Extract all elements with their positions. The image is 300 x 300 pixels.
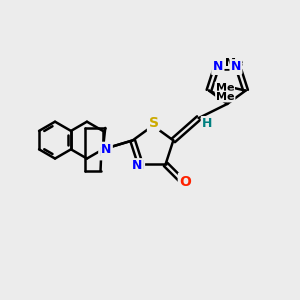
- Text: N: N: [132, 159, 142, 172]
- Text: N: N: [134, 159, 144, 172]
- Text: S: S: [149, 116, 160, 130]
- Text: S: S: [148, 117, 158, 131]
- Text: N: N: [230, 61, 241, 74]
- Text: N: N: [231, 60, 242, 73]
- Text: N: N: [101, 143, 112, 156]
- Text: Me: Me: [216, 82, 234, 93]
- Text: N: N: [101, 143, 112, 156]
- Text: Me: Me: [216, 92, 235, 101]
- Text: H: H: [202, 118, 213, 130]
- Text: N: N: [99, 146, 110, 159]
- Text: N: N: [213, 60, 224, 73]
- Text: O: O: [179, 175, 191, 189]
- Text: H: H: [202, 117, 212, 130]
- Text: Me: Me: [224, 58, 243, 68]
- Text: O: O: [179, 174, 191, 188]
- Text: N: N: [212, 61, 223, 74]
